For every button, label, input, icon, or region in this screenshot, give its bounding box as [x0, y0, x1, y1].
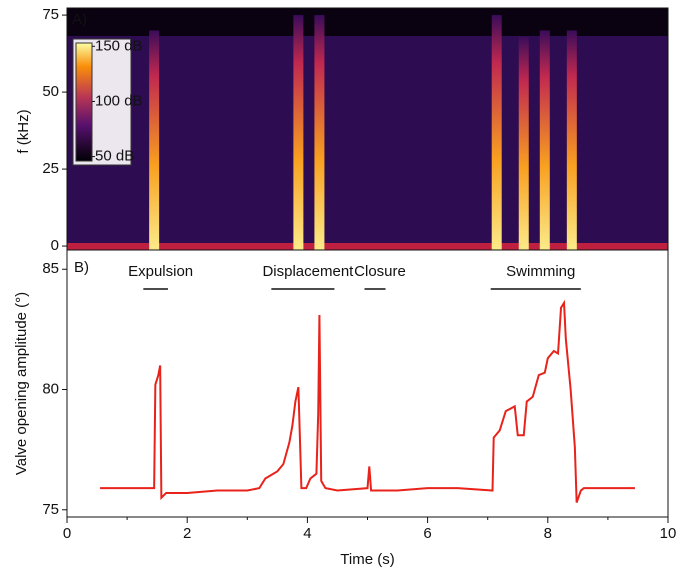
data-line: [100, 299, 635, 503]
annotation-label: Closure: [354, 263, 406, 280]
colorbar: [75, 42, 93, 162]
y-tick-label: 80: [42, 380, 59, 397]
y-tick-label: 75: [42, 6, 59, 23]
y-tick-label: 75: [42, 501, 59, 518]
stripe: [518, 36, 529, 255]
y-axis-label: Valve opening amplitude (°): [13, 292, 30, 475]
stripe: [491, 15, 502, 255]
x-tick-label: 8: [544, 525, 552, 542]
colorbar-tick-label: 100 dB: [95, 92, 143, 109]
stripe: [539, 30, 550, 255]
panel-label: B): [74, 259, 89, 276]
x-axis-label: Time (s): [340, 551, 394, 568]
y-tick-label: 85: [42, 260, 59, 277]
stripe: [314, 15, 325, 255]
panel-label: A): [72, 11, 87, 28]
stripe: [293, 15, 304, 255]
y-axis-label: f (kHz): [15, 109, 32, 153]
x-tick-label: 0: [63, 525, 71, 542]
stripe: [566, 30, 577, 255]
y-tick-label: 50: [42, 83, 59, 100]
x-tick-label: 2: [183, 525, 191, 542]
annotation-label: Swimming: [506, 263, 575, 280]
y-tick-label: 25: [42, 160, 59, 177]
stripe: [149, 30, 160, 255]
panel-a: 0 25 50 75 A) f (kHz) 150 dB 100 dB 50 dB: [15, 6, 669, 256]
x-tick-label: 4: [303, 525, 311, 542]
x-tick-label: 10: [660, 525, 677, 542]
y-tick-label: 0: [51, 237, 59, 254]
panel-b: 0 2 4 6 8 10 75 80 85 Expulsion Displacement Closur…: [13, 249, 677, 568]
annotation-label: Expulsion: [128, 263, 193, 280]
annotation-label: Displacement: [262, 263, 354, 280]
colorbar-tick-label: 150 dB: [95, 37, 143, 54]
x-tick-label: 6: [423, 525, 431, 542]
colorbar-tick-label: 50 dB: [95, 148, 134, 165]
